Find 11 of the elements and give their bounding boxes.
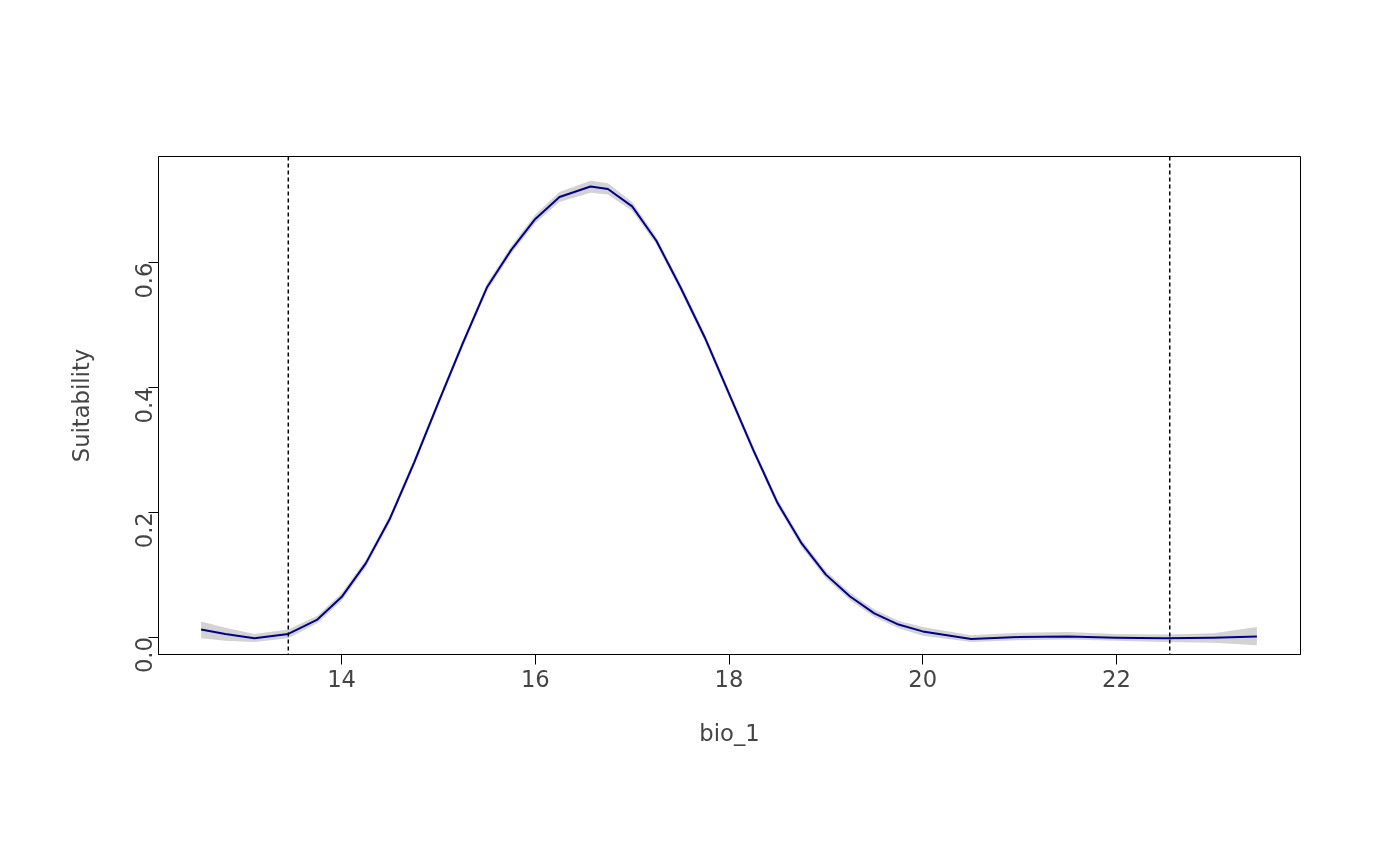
x-axis-title: bio_1 bbox=[699, 719, 760, 746]
x-tick-label: 14 bbox=[327, 665, 356, 692]
x-tick-label: 16 bbox=[520, 665, 550, 692]
y-tick-label: 0.2 bbox=[131, 512, 157, 549]
y-tick-label: 0.0 bbox=[131, 637, 157, 674]
x-tick-label: 18 bbox=[714, 665, 744, 692]
y-axis-title: Suitability bbox=[67, 348, 94, 463]
y-tick-label: 0.4 bbox=[131, 387, 157, 424]
x-tick-label: 22 bbox=[1102, 665, 1131, 692]
x-tick-label: 20 bbox=[908, 665, 938, 692]
y-tick-label: 0.6 bbox=[131, 262, 157, 299]
